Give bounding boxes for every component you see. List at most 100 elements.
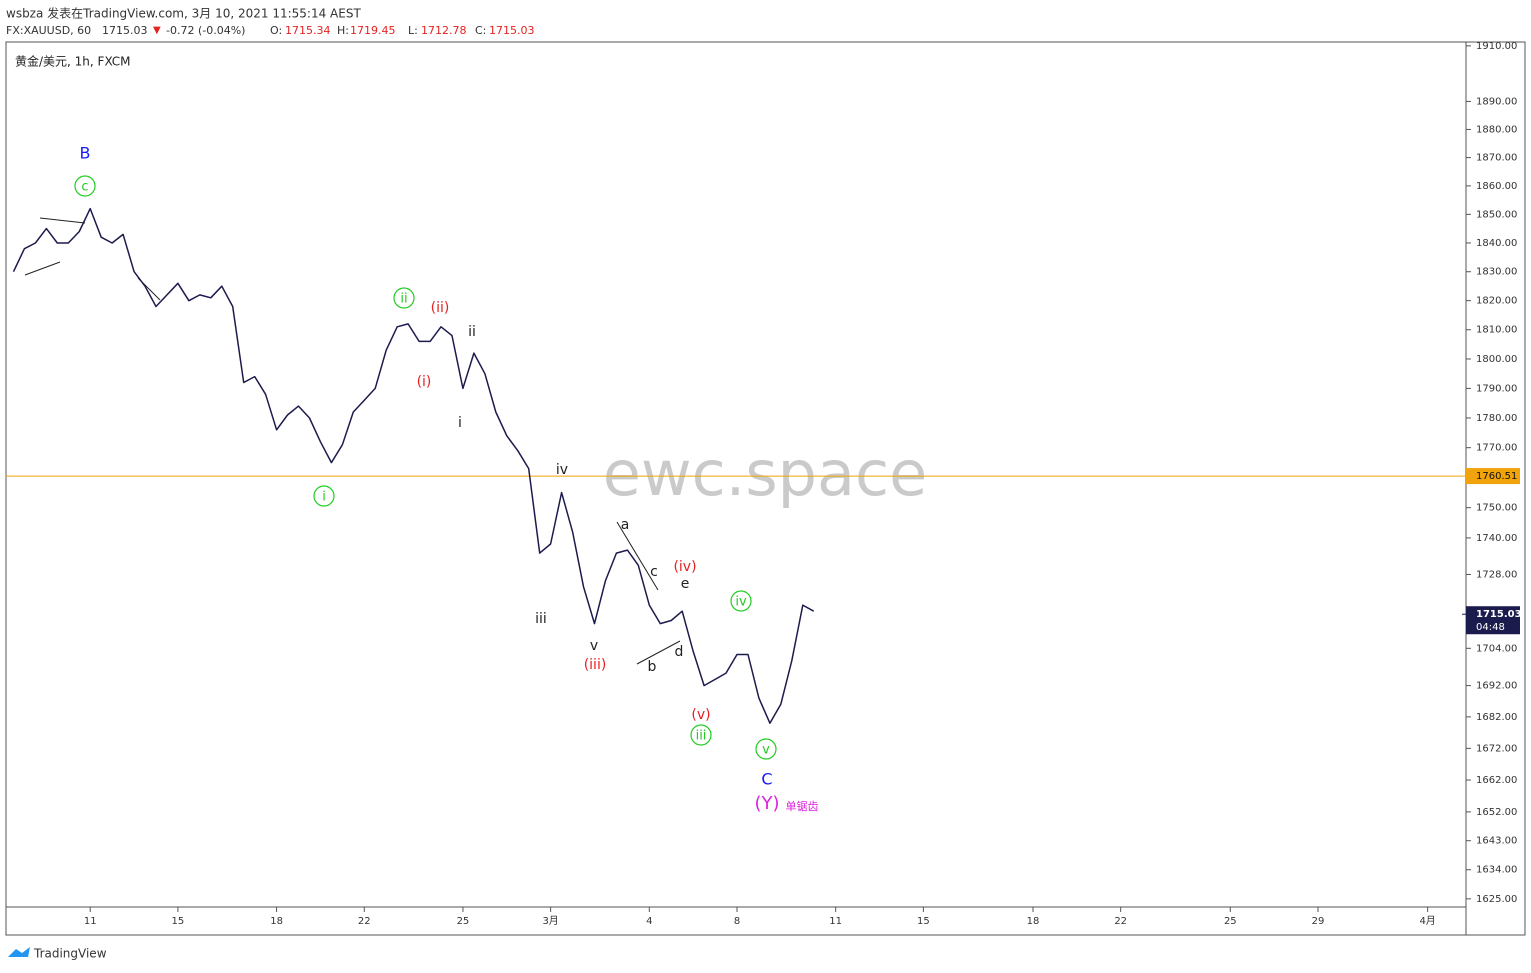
y-tick-label: 1860.00 xyxy=(1476,181,1517,192)
wave-label: (Y) xyxy=(754,793,779,814)
x-tick-label: 25 xyxy=(457,916,470,927)
countdown: 04:48 xyxy=(1476,622,1505,633)
annotation-circle xyxy=(313,485,335,507)
y-tick-label: 1910.00 xyxy=(1476,41,1517,52)
logo-icon xyxy=(8,947,30,957)
y-tick-label: 1830.00 xyxy=(1476,267,1517,278)
wave-label: (v) xyxy=(691,707,710,723)
y-tick-label: 1740.00 xyxy=(1476,533,1517,544)
y-tick-label: 1643.00 xyxy=(1476,836,1517,847)
x-tick-label: 22 xyxy=(1114,916,1127,927)
trend-line xyxy=(39,217,86,224)
wave-label: iv xyxy=(735,595,747,610)
y-tick-label: 1704.00 xyxy=(1476,643,1517,654)
x-tick-label: 3月 xyxy=(542,915,558,927)
wave-label: a xyxy=(621,517,630,533)
wave-label: iii xyxy=(696,729,707,744)
y-tick-label: 1840.00 xyxy=(1476,238,1517,249)
y-tick-label: 1662.00 xyxy=(1476,775,1517,786)
price-line xyxy=(12,207,815,724)
author-line: wsbza 发表在TradingView.com, 3月 10, 2021 11… xyxy=(6,6,361,21)
last-price-label: 1715.03 xyxy=(1476,609,1522,620)
wave-label: b xyxy=(648,659,657,675)
wave-label: iii xyxy=(535,611,547,627)
trend-line xyxy=(24,261,61,276)
l-label: L: xyxy=(408,24,418,37)
wave-label: v xyxy=(590,638,598,654)
y-tick-label: 1750.00 xyxy=(1476,503,1517,514)
last: 1715.03 xyxy=(102,24,148,37)
y-tick-label: 1692.00 xyxy=(1476,681,1517,692)
wave-label: d xyxy=(675,644,684,660)
wave-label: (ii) xyxy=(431,300,450,316)
wave-label: (iii) xyxy=(584,657,607,673)
x-tick-label: 15 xyxy=(917,916,930,927)
high: 1719.45 xyxy=(350,24,396,37)
wave-label: ii xyxy=(468,324,476,340)
wave-label: v xyxy=(762,743,770,758)
open: 1715.34 xyxy=(285,24,331,37)
wave-label: C xyxy=(761,770,772,789)
y-tick-label: 1728.00 xyxy=(1476,569,1517,580)
hline-label-box xyxy=(1466,468,1520,485)
y-tick-label: 1880.00 xyxy=(1476,124,1517,135)
x-tick-label: 4月 xyxy=(1419,915,1435,927)
low: 1712.78 xyxy=(421,24,467,37)
x-tick-label: 11 xyxy=(829,916,842,927)
wave-label: iv xyxy=(556,462,568,478)
wave-label: c xyxy=(650,564,658,580)
ohlc-line: FX:XAUUSD, 60 1715.03 ▼ -0.72 (-0.04%) O… xyxy=(6,24,535,37)
y-tick-label: 1790.00 xyxy=(1476,383,1517,394)
legend: 黄金/美元, 1h, FXCM xyxy=(15,54,131,69)
y-tick-label: 1682.00 xyxy=(1476,712,1517,723)
close: 1715.03 xyxy=(489,24,535,37)
x-tick-label: 22 xyxy=(358,916,371,927)
o-label: O: xyxy=(270,24,282,37)
y-tick-label: 1800.00 xyxy=(1476,354,1517,365)
frame xyxy=(5,41,1526,936)
y-tick-label: 1652.00 xyxy=(1476,807,1517,818)
arrow: ▼ xyxy=(153,25,161,36)
y-tick-label: 1780.00 xyxy=(1476,413,1517,424)
trend-line xyxy=(636,640,681,665)
y-tick-label: 1850.00 xyxy=(1476,209,1517,220)
x-tick-label: 11 xyxy=(84,916,97,927)
wave-label: 单锯齿 xyxy=(786,799,819,813)
y-tick-label: 1770.00 xyxy=(1476,443,1517,454)
x-tick-label: 18 xyxy=(270,916,283,927)
x-tick-label: 8 xyxy=(734,916,740,927)
c-label: C: xyxy=(475,24,486,37)
y-tick-label: 1870.00 xyxy=(1476,153,1517,164)
x-tick-label: 29 xyxy=(1312,916,1325,927)
hline-label: 1760.51 xyxy=(1476,471,1517,482)
wave-label: i xyxy=(458,415,462,431)
x-tick-label: 18 xyxy=(1027,916,1040,927)
annotation-circle xyxy=(730,590,752,612)
y-tick-label: 1672.00 xyxy=(1476,743,1517,754)
wave-label: (i) xyxy=(417,374,432,390)
annotation-circle xyxy=(393,287,415,309)
h-label: H: xyxy=(337,24,349,37)
x-tick-label: 4 xyxy=(646,916,652,927)
wave-label: i xyxy=(322,490,326,505)
watermark: ewc.space xyxy=(603,437,928,510)
wave-label: B xyxy=(80,144,91,163)
trend-line xyxy=(616,521,659,591)
symbol: FX:XAUUSD, 60 xyxy=(6,24,91,37)
wave-label: (iv) xyxy=(673,559,696,575)
x-tick-label: 25 xyxy=(1224,916,1237,927)
y-tick-label: 1890.00 xyxy=(1476,96,1517,107)
y-tick-label: 1634.00 xyxy=(1476,865,1517,876)
wave-label: e xyxy=(681,576,690,592)
wave-label: ii xyxy=(400,292,407,307)
footer: TradingView xyxy=(33,947,107,961)
wave-label: c xyxy=(81,180,88,195)
x-tick-label: 15 xyxy=(172,916,185,927)
annotation-circle xyxy=(74,175,96,197)
y-tick-label: 1820.00 xyxy=(1476,296,1517,307)
last-price-box xyxy=(1466,606,1520,635)
y-tick-label: 1625.00 xyxy=(1476,894,1517,905)
change: -0.72 (-0.04%) xyxy=(166,24,245,37)
